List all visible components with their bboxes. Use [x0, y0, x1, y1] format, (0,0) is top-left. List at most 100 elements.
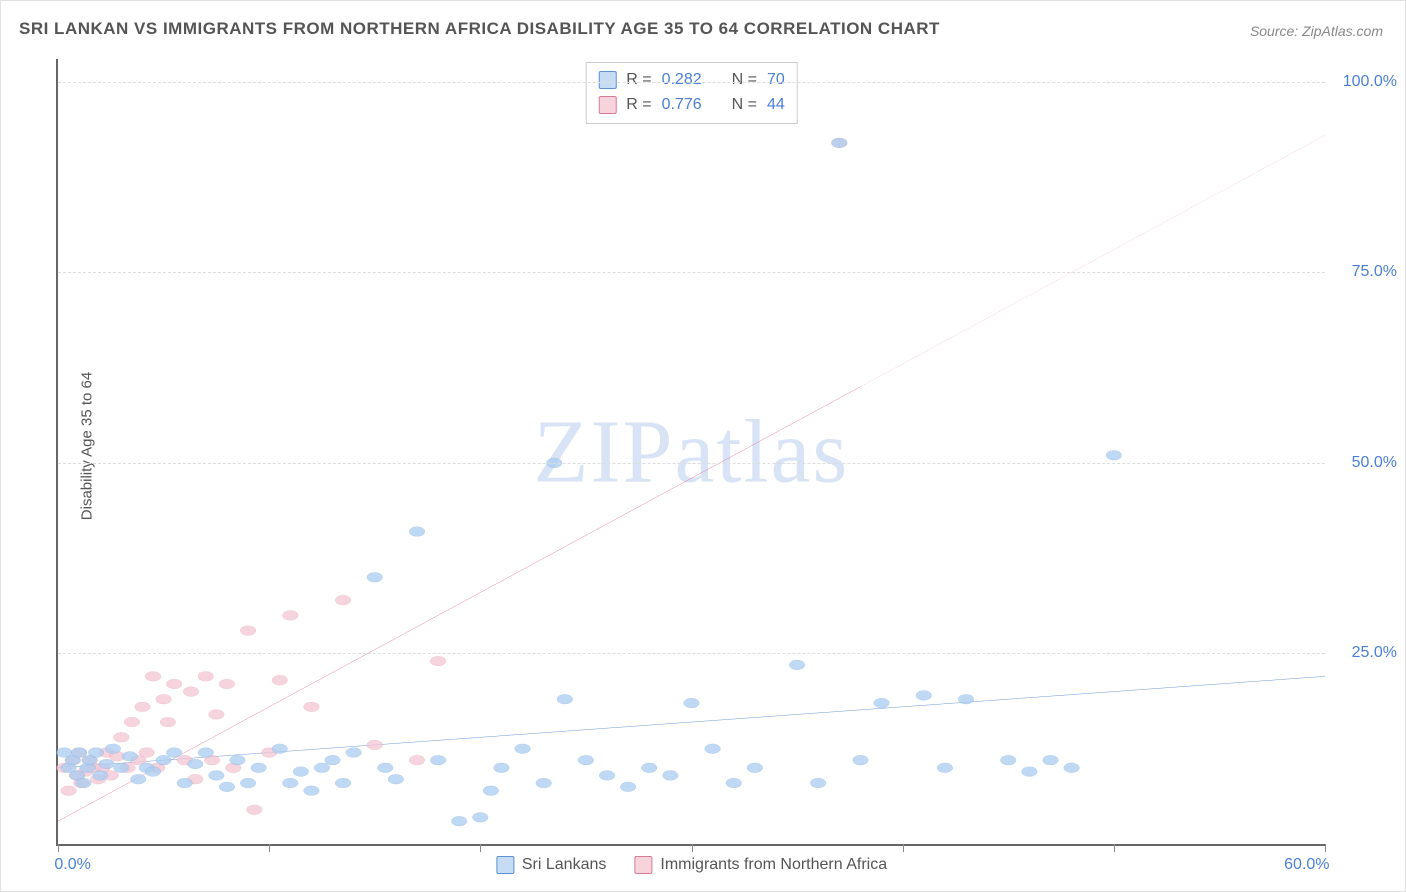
blue-point [916, 691, 932, 701]
legend-label-blue: Sri Lankans [522, 856, 607, 874]
blue-point [145, 767, 161, 777]
swatch-pink-icon [598, 96, 616, 114]
blue-point [304, 786, 320, 796]
chart-title: SRI LANKAN VS IMMIGRANTS FROM NORTHERN A… [19, 19, 940, 39]
y-tick-label: 25.0% [1352, 644, 1397, 662]
pink-point [247, 805, 263, 815]
blue-point [1043, 755, 1059, 765]
n-label: N = [732, 93, 757, 118]
swatch-blue-icon [496, 856, 514, 874]
blue-point [409, 527, 425, 537]
blue-point [1106, 450, 1122, 460]
pink-point [367, 740, 383, 750]
r-label: R = [626, 68, 651, 93]
blue-point [1064, 763, 1080, 773]
pink-point [139, 748, 155, 758]
blue-point [726, 778, 742, 788]
r-value-blue: 0.282 [662, 68, 702, 93]
blue-point [346, 748, 362, 758]
x-tick-label: 0.0% [54, 856, 90, 874]
blue-point [810, 778, 826, 788]
blue-point [251, 763, 267, 773]
legend-label-pink: Immigrants from Northern Africa [660, 856, 887, 874]
blue-point [99, 759, 115, 769]
pink-point [198, 671, 214, 681]
blue-point [472, 812, 488, 822]
x-tick-mark [903, 844, 904, 852]
pink-point [272, 675, 288, 685]
blue-point [684, 698, 700, 708]
pink-point [409, 755, 425, 765]
blue-point [335, 778, 351, 788]
blue-point [430, 755, 446, 765]
x-tick-mark [480, 844, 481, 852]
y-tick-label: 100.0% [1343, 73, 1397, 91]
blue-point [705, 744, 721, 754]
blue-point [874, 698, 890, 708]
blue-point [230, 755, 246, 765]
pink-point [282, 610, 298, 620]
x-tick-mark [1114, 844, 1115, 852]
blue-point [113, 763, 129, 773]
x-tick-mark [692, 844, 693, 852]
blue-point [747, 763, 763, 773]
blue-point [71, 748, 87, 758]
scatter-points-layer [58, 59, 1325, 844]
blue-point [958, 694, 974, 704]
pink-point [124, 717, 140, 727]
pink-point [113, 732, 129, 742]
blue-point [1022, 767, 1038, 777]
blue-point [620, 782, 636, 792]
stats-legend-box: R = 0.282 N = 70 R = 0.776 N = 44 [585, 62, 798, 124]
y-tick-label: 50.0% [1352, 454, 1397, 472]
pink-point [335, 595, 351, 605]
stats-row-blue: R = 0.282 N = 70 [598, 68, 785, 93]
pink-point [304, 702, 320, 712]
blue-point [789, 660, 805, 670]
r-label: R = [626, 93, 651, 118]
n-value-pink: 44 [767, 93, 785, 118]
pink-point [240, 626, 256, 636]
pink-point [156, 694, 172, 704]
pink-point [61, 786, 77, 796]
n-value-blue: 70 [767, 68, 785, 93]
x-tick-label: 60.0% [1284, 856, 1329, 874]
source-attribution: Source: ZipAtlas.com [1250, 23, 1383, 39]
legend-item-pink: Immigrants from Northern Africa [634, 856, 887, 874]
blue-point [325, 755, 341, 765]
x-tick-mark [1325, 844, 1326, 852]
pink-point [209, 710, 225, 720]
pink-point [430, 656, 446, 666]
gridline [58, 653, 1325, 654]
blue-point [198, 748, 214, 758]
r-value-pink: 0.776 [662, 93, 702, 118]
blue-point [853, 755, 869, 765]
blue-point [557, 694, 573, 704]
blue-point [209, 771, 225, 781]
n-label: N = [732, 68, 757, 93]
blue-point [166, 748, 182, 758]
blue-point [578, 755, 594, 765]
blue-point [483, 786, 499, 796]
pink-point [219, 679, 235, 689]
pink-point [166, 679, 182, 689]
blue-point [663, 771, 679, 781]
stats-row-pink: R = 0.776 N = 44 [598, 93, 785, 118]
blue-point [314, 763, 330, 773]
swatch-pink-icon [634, 856, 652, 874]
blue-point [177, 778, 193, 788]
blue-point [272, 744, 288, 754]
chart-container: SRI LANKAN VS IMMIGRANTS FROM NORTHERN A… [0, 0, 1406, 892]
x-tick-mark [58, 844, 59, 852]
blue-point [293, 767, 309, 777]
blue-point [156, 755, 172, 765]
blue-point [282, 778, 298, 788]
blue-point [494, 763, 510, 773]
blue-point [937, 763, 953, 773]
blue-point [831, 138, 847, 148]
pink-point [145, 671, 161, 681]
blue-point [130, 774, 146, 784]
pink-point [160, 717, 176, 727]
gridline [58, 82, 1325, 83]
blue-point [92, 771, 108, 781]
